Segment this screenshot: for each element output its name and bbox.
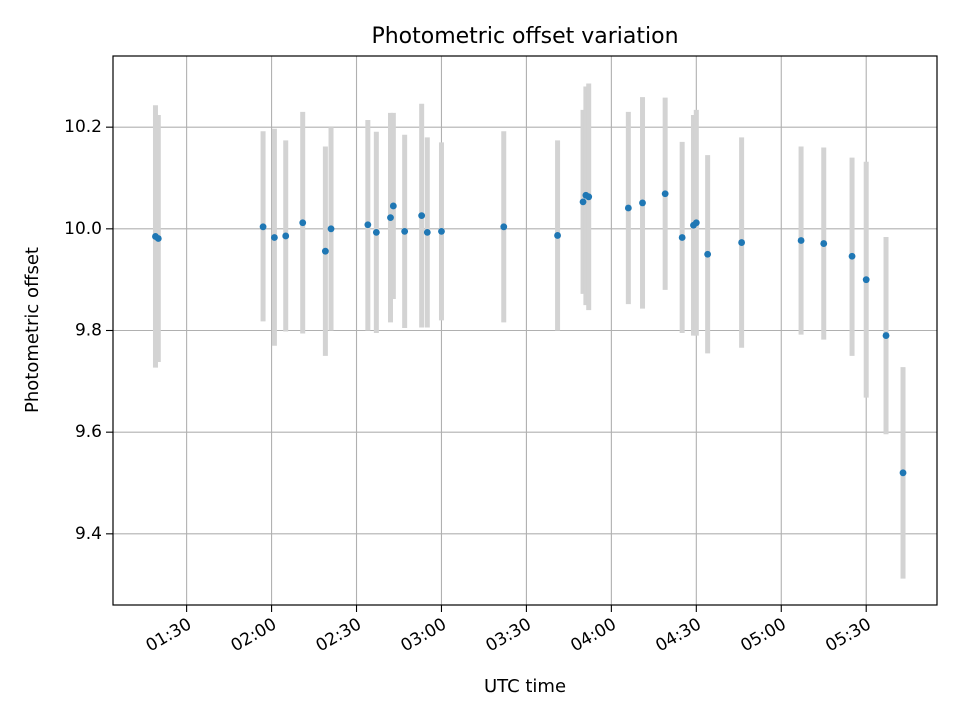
data-point xyxy=(327,225,335,233)
data-point xyxy=(364,221,372,229)
data-point xyxy=(882,332,890,339)
data-point xyxy=(387,214,394,222)
y-axis-label: Photometric offset xyxy=(22,247,43,413)
data-point xyxy=(154,235,162,242)
data-point xyxy=(661,190,669,198)
x-axis-label: UTC time xyxy=(484,676,566,697)
data-point xyxy=(282,232,290,240)
data-point xyxy=(692,219,700,227)
data-point xyxy=(372,228,380,236)
data-point xyxy=(500,223,508,231)
data-point xyxy=(259,223,267,231)
data-point xyxy=(438,227,445,235)
data-point xyxy=(899,469,907,477)
data-point xyxy=(704,250,712,258)
data-point xyxy=(585,193,593,201)
data-point xyxy=(848,252,856,260)
data-point xyxy=(678,234,686,241)
data-point xyxy=(423,228,431,236)
data-point xyxy=(321,247,329,255)
y-tick-label: 9.4 xyxy=(75,524,102,544)
y-tick-label: 10.2 xyxy=(64,117,102,137)
data-point xyxy=(738,239,746,246)
y-tick-label: 10.0 xyxy=(64,219,102,239)
y-tick-label: 9.6 xyxy=(75,422,102,442)
data-point xyxy=(271,234,278,241)
data-point xyxy=(624,204,632,212)
data-point xyxy=(639,199,646,207)
data-point xyxy=(418,212,426,220)
data-point xyxy=(389,202,397,210)
data-point xyxy=(554,232,561,239)
data-point xyxy=(820,240,828,247)
data-point xyxy=(797,237,805,244)
data-points xyxy=(152,190,907,477)
data-point xyxy=(401,227,409,235)
y-tick-label: 9.8 xyxy=(75,321,102,341)
data-point xyxy=(299,219,307,227)
y-axis-ticks: 9.4 9.6 9.8 10.0 10.2 xyxy=(64,117,113,544)
chart-title: Photometric offset variation xyxy=(371,24,678,49)
data-point xyxy=(862,276,870,284)
data-point xyxy=(579,198,587,206)
